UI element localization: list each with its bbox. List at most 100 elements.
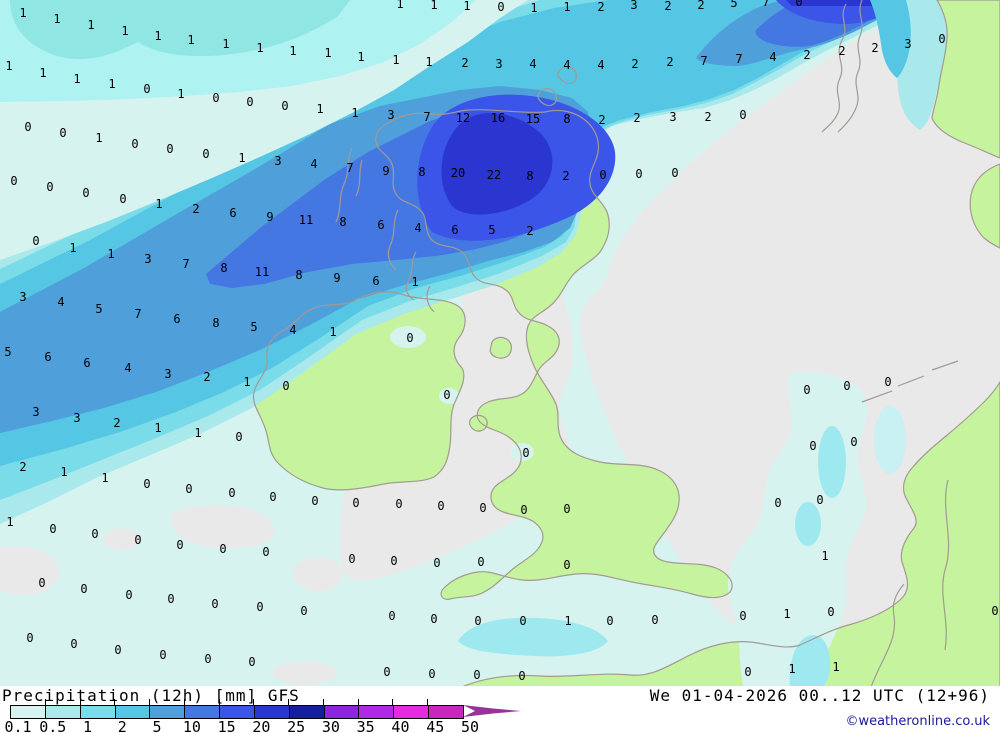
precip-value: 0 bbox=[651, 613, 658, 627]
precip-value: 3 bbox=[630, 0, 637, 12]
legend-label-5: 5 bbox=[152, 718, 162, 733]
legend-tick bbox=[183, 699, 185, 705]
precip-value: 8 bbox=[563, 112, 570, 126]
precip-value: 0 bbox=[433, 556, 440, 570]
precip-value: 1 bbox=[411, 275, 418, 289]
precip-value: 1 bbox=[783, 607, 790, 621]
precip-value: 1 bbox=[155, 197, 162, 211]
precip-value: 3 bbox=[274, 154, 281, 168]
precip-value: 7 bbox=[346, 161, 353, 175]
precip-value: 4 bbox=[414, 221, 421, 235]
precip-value: 3 bbox=[904, 37, 911, 51]
precip-value: 0 bbox=[185, 482, 192, 496]
precip-value: 1 bbox=[194, 426, 201, 440]
precip-value: 22 bbox=[487, 168, 501, 182]
precip-value: 0 bbox=[827, 605, 834, 619]
legend-tick bbox=[288, 699, 290, 705]
precip-value: 2 bbox=[664, 0, 671, 13]
precip-value: 2 bbox=[526, 224, 533, 238]
precip-value: 2 bbox=[838, 44, 845, 58]
precip-value: 5 bbox=[488, 223, 495, 237]
precip-value: 1 bbox=[256, 41, 263, 55]
precip-value: 2 bbox=[597, 0, 604, 14]
precip-value: 0 bbox=[816, 493, 823, 507]
precip-value: 0 bbox=[114, 643, 121, 657]
precip-value: 4 bbox=[289, 323, 296, 337]
precip-value: 6 bbox=[377, 218, 384, 232]
precip-value: 0 bbox=[82, 186, 89, 200]
precip-value: 1 bbox=[87, 18, 94, 32]
precip-value: 4 bbox=[57, 295, 64, 309]
dry-sea-regions bbox=[0, 0, 1000, 686]
precip-value: 16 bbox=[491, 111, 505, 125]
precip-value: 0 bbox=[119, 192, 126, 206]
precip-value: 1 bbox=[187, 33, 194, 47]
precip-value: 9 bbox=[266, 210, 273, 224]
legend-label-30: 30 bbox=[321, 718, 340, 733]
precip-value: 1 bbox=[243, 375, 250, 389]
map-footer: Precipitation (12h) [mm] GFS We 01-04-20… bbox=[0, 686, 1000, 733]
precip-value: 3 bbox=[669, 110, 676, 124]
legend-cell-25 bbox=[288, 706, 324, 718]
precip-value: 0 bbox=[10, 174, 17, 188]
precip-value: 0 bbox=[479, 501, 486, 515]
legend-cell-30 bbox=[323, 706, 359, 718]
legend-tick bbox=[218, 699, 220, 705]
legend-cell-2 bbox=[114, 706, 150, 718]
legend-label-10: 10 bbox=[182, 718, 201, 733]
precip-value: 1 bbox=[430, 0, 437, 12]
precip-value: 0 bbox=[91, 527, 98, 541]
legend-cell-1 bbox=[79, 706, 115, 718]
legend-tick bbox=[149, 699, 151, 705]
precip-value: 8 bbox=[418, 165, 425, 179]
precip-value: 0 bbox=[744, 665, 751, 679]
precip-value: 2 bbox=[704, 110, 711, 124]
country-borders bbox=[870, 479, 950, 686]
precip-value: 0 bbox=[803, 383, 810, 397]
precip-value: 2 bbox=[803, 48, 810, 62]
precip-value: 0 bbox=[388, 609, 395, 623]
precip-value: 0 bbox=[235, 430, 242, 444]
precip-value: 0 bbox=[26, 631, 33, 645]
precip-value: 3 bbox=[73, 411, 80, 425]
precip-value: 1 bbox=[154, 29, 161, 43]
precip-value: 2 bbox=[598, 113, 605, 127]
precip-value: 0 bbox=[850, 435, 857, 449]
legend-tick bbox=[79, 699, 81, 705]
precip-value: 1 bbox=[788, 662, 795, 676]
precip-value: 20 bbox=[451, 166, 465, 180]
precip-value: 3 bbox=[495, 57, 502, 71]
precip-value: 0 bbox=[46, 180, 53, 194]
precip-value: 1 bbox=[563, 0, 570, 14]
precip-value: 1 bbox=[69, 241, 76, 255]
precip-value: 0 bbox=[795, 0, 802, 9]
legend-tick bbox=[44, 699, 46, 705]
legend-arrow-icon bbox=[463, 705, 521, 717]
precip-value: 1 bbox=[329, 325, 336, 339]
legend-label-0.1: 0.1 bbox=[4, 718, 32, 733]
precip-value-labels: 1 1 1 0 1 1 2 3 2 2 5 7 01 1 1 1 1 1 1 1 1 1 1 1 1 2 3 4 4 4 2 2 7 7 4 2 2 2 3… bbox=[4, 0, 998, 683]
precipitation-map: 1 1 1 0 1 1 2 3 2 2 5 7 01 1 1 1 1 1 1 1 1 1 1 1 1 2 3 4 4 4 2 2 7 7 4 2 2 2 3… bbox=[0, 0, 1000, 686]
precip-value: 0 bbox=[311, 494, 318, 508]
precip-value: 1 bbox=[95, 131, 102, 145]
precip-value: 4 bbox=[529, 57, 536, 71]
wadden-islands bbox=[861, 360, 959, 403]
legend-label-1: 1 bbox=[83, 718, 93, 733]
precip-value: 0 bbox=[519, 614, 526, 628]
legend-label-2: 2 bbox=[117, 718, 127, 733]
precip-value: 0 bbox=[809, 439, 816, 453]
precip-value: 8 bbox=[339, 215, 346, 229]
precip-value: 0 bbox=[606, 614, 613, 628]
precip-value: 8 bbox=[220, 261, 227, 275]
legend-cell-35 bbox=[358, 706, 394, 718]
legend-label-40: 40 bbox=[391, 718, 410, 733]
precip-value: 12 bbox=[456, 111, 470, 125]
precip-value: 0 bbox=[497, 0, 504, 14]
precip-value: 0 bbox=[131, 137, 138, 151]
precip-value: 0 bbox=[437, 499, 444, 513]
precip-value: 1 bbox=[316, 102, 323, 116]
precip-value: 0 bbox=[49, 522, 56, 536]
precip-value: 1 bbox=[5, 59, 12, 73]
precip-value: 1 bbox=[351, 106, 358, 120]
precip-value: 1 bbox=[154, 421, 161, 435]
